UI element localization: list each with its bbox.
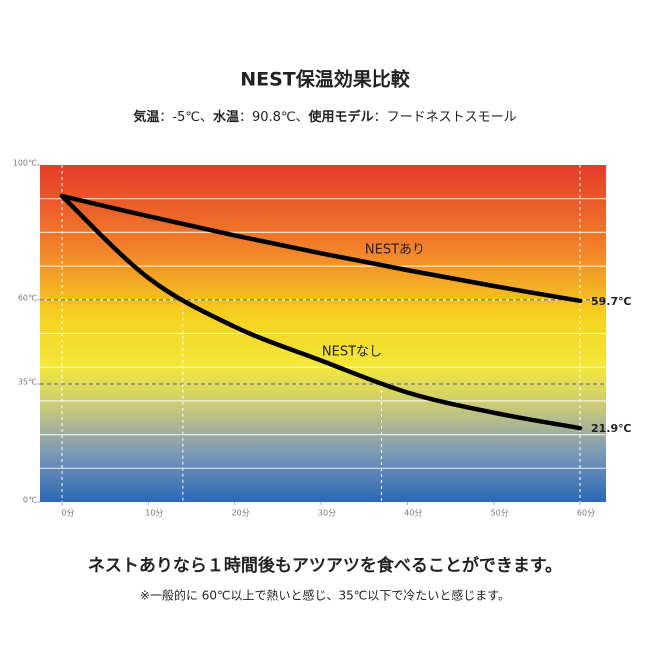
series-label: NESTなし: [322, 345, 382, 360]
subtitle-part: ：-5℃、: [159, 110, 213, 125]
y-tick-label: 0℃: [23, 496, 37, 505]
y-tick-label: 60℃: [18, 293, 37, 302]
x-tick-label: 30分: [318, 509, 336, 518]
subtitle-part: ：フードネストスモール: [374, 110, 517, 125]
series-line: [59, 193, 583, 431]
y-tick-label: 35℃: [18, 378, 37, 387]
subtitle: 気温：-5℃、水温：90.8℃、使用モデル：フードネストスモール: [133, 109, 516, 125]
chart-title: NEST保温効果比較: [240, 68, 411, 91]
series-label: NESTあり: [365, 243, 425, 258]
series-line: [59, 193, 583, 304]
y-tick-label: 100℃: [13, 159, 37, 168]
note: ※一般的に 60℃以上で熱いと感じ、35℃以下で冷たいと感じます。: [140, 588, 510, 603]
x-tick-label: 60分: [577, 509, 595, 518]
x-tick-label: 50分: [491, 509, 509, 518]
headline: ネストありなら１時間後もアツアツを食べることができます。: [88, 555, 562, 576]
value-label: 59.7℃: [591, 295, 631, 308]
subtitle-part: 使用モデル: [308, 109, 374, 125]
x-tick-label: 20分: [232, 509, 250, 518]
x-tick-label: 0分: [61, 509, 74, 518]
subtitle-part: 気温: [133, 109, 159, 125]
subtitle-part: 水温: [213, 109, 239, 125]
x-tick-label: 40分: [404, 509, 422, 518]
subtitle-part: ：90.8℃、: [239, 110, 309, 125]
x-tick-label: 10分: [145, 509, 163, 518]
value-label: 21.9℃: [591, 422, 631, 435]
